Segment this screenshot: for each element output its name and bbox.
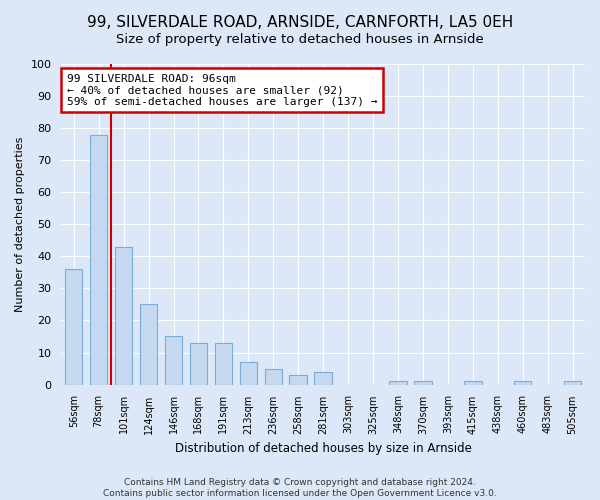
Bar: [165, 336, 182, 384]
Bar: [190, 343, 207, 384]
Text: Contains HM Land Registry data © Crown copyright and database right 2024.
Contai: Contains HM Land Registry data © Crown c…: [103, 478, 497, 498]
Bar: [265, 368, 282, 384]
Bar: [239, 362, 257, 384]
Bar: [289, 375, 307, 384]
Text: 99, SILVERDALE ROAD, ARNSIDE, CARNFORTH, LA5 0EH: 99, SILVERDALE ROAD, ARNSIDE, CARNFORTH,…: [87, 15, 513, 30]
Bar: [564, 382, 581, 384]
X-axis label: Distribution of detached houses by size in Arnside: Distribution of detached houses by size …: [175, 442, 472, 455]
Bar: [115, 246, 133, 384]
Bar: [414, 382, 431, 384]
Bar: [215, 343, 232, 384]
Bar: [314, 372, 332, 384]
Bar: [65, 269, 82, 384]
Bar: [90, 134, 107, 384]
Y-axis label: Number of detached properties: Number of detached properties: [15, 136, 25, 312]
Bar: [389, 382, 407, 384]
Bar: [514, 382, 532, 384]
Bar: [464, 382, 482, 384]
Text: 99 SILVERDALE ROAD: 96sqm
← 40% of detached houses are smaller (92)
59% of semi-: 99 SILVERDALE ROAD: 96sqm ← 40% of detac…: [67, 74, 377, 107]
Bar: [140, 304, 157, 384]
Text: Size of property relative to detached houses in Arnside: Size of property relative to detached ho…: [116, 32, 484, 46]
